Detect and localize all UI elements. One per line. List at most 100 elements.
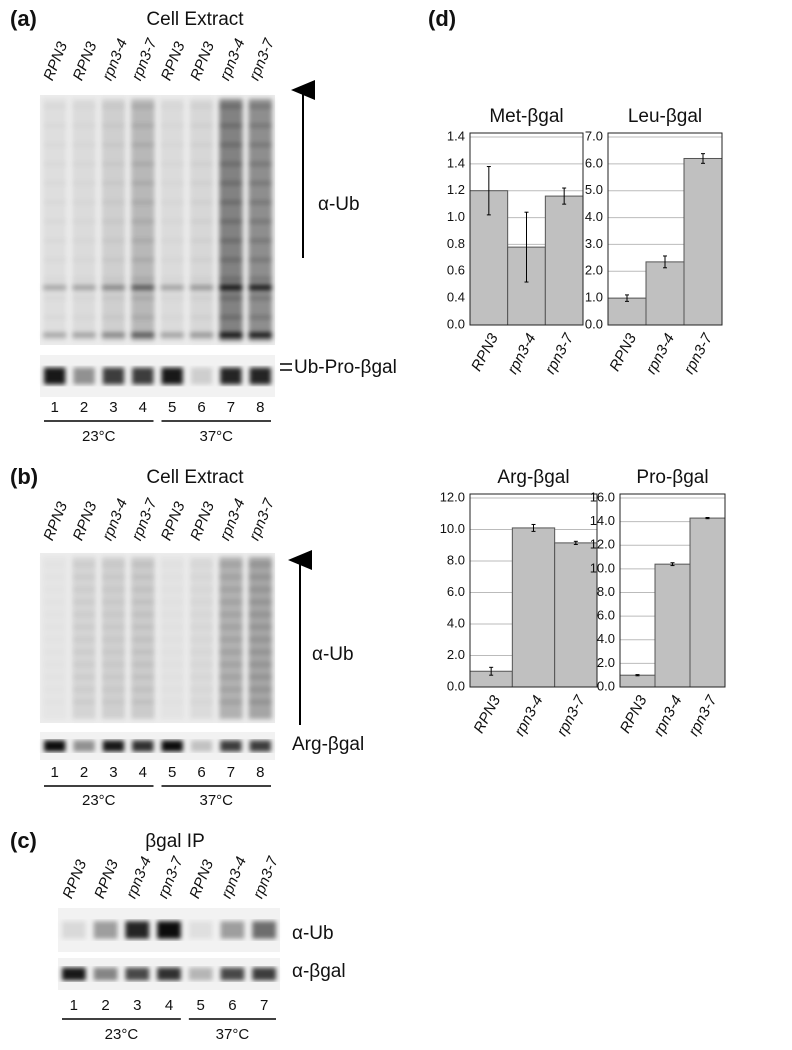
smear-band (101, 563, 126, 566)
smear-band (43, 588, 66, 591)
smear-band (160, 162, 184, 166)
smear-band (131, 277, 155, 281)
lane-smear (160, 557, 184, 719)
lane-number: 8 (256, 764, 264, 781)
smear-band (219, 162, 243, 166)
x-tick-label: rpn3-7 (681, 330, 717, 377)
smear-band (101, 143, 126, 147)
lane-label: rpn3-4 (217, 496, 249, 543)
panel-label: (d) (428, 6, 456, 31)
bar (654, 563, 691, 688)
smear-band (43, 576, 66, 579)
smear-band (248, 220, 272, 223)
smear-band (189, 675, 214, 679)
y-tick-label: 1.0 (585, 290, 603, 305)
blot-band (93, 967, 118, 981)
y-tick-label: 0.4 (447, 290, 465, 305)
y-tick-label: 12.0 (590, 537, 615, 552)
smear-band (101, 162, 126, 166)
y-tick-label: 3.0 (585, 236, 603, 251)
smear-band (131, 258, 155, 262)
lane-label: rpn3-4 (99, 496, 131, 543)
lane-label: RPN3 (70, 39, 101, 83)
blot-band (73, 740, 95, 752)
lane-number: 8 (256, 399, 264, 416)
lane-label: rpn3-4 (99, 36, 131, 83)
smear-band (131, 688, 155, 691)
lane-number: 4 (139, 399, 147, 416)
error-bar (663, 255, 667, 269)
chart-title: Met-βgal (489, 106, 563, 127)
chart-title: Pro-βgal (636, 467, 708, 488)
smear-band (189, 663, 214, 666)
smear-band (248, 296, 272, 300)
blot-band (157, 921, 181, 939)
smear-band (189, 220, 214, 223)
y-tick-label: 2.0 (597, 655, 615, 670)
error-bar (625, 294, 629, 302)
lane-label: RPN3 (187, 499, 218, 543)
smear-band (248, 200, 272, 204)
smear-band (248, 181, 272, 185)
blot-band (102, 367, 125, 385)
smear-band (101, 638, 126, 641)
lane-smear (43, 99, 67, 341)
blot-band (219, 332, 243, 338)
blot-band (188, 921, 213, 939)
smear-band (72, 688, 96, 691)
bar (544, 195, 584, 326)
smear-band (43, 316, 66, 319)
smear-band (101, 105, 126, 108)
antibody-label: α-Ub (318, 194, 360, 215)
smear-band (248, 162, 272, 166)
lane-label: RPN3 (91, 857, 122, 901)
blot-band (190, 740, 213, 752)
blot-band (157, 967, 181, 981)
smear-band (72, 650, 96, 654)
error-bar (486, 166, 491, 216)
smear-band (248, 613, 272, 616)
smear-band (131, 105, 155, 108)
blot-band (249, 367, 271, 385)
y-tick-label: 4.0 (585, 209, 603, 224)
smear-band (219, 563, 243, 566)
smear-band (248, 277, 272, 281)
smear-band (131, 613, 155, 616)
smear-band (189, 124, 214, 128)
lane-label: RPN3 (59, 857, 90, 901)
blot (62, 921, 276, 939)
smear-band (219, 143, 243, 147)
error-bar (635, 674, 640, 677)
smear-band (72, 638, 96, 641)
smear-band (248, 588, 272, 591)
smear-band (248, 124, 272, 128)
smear-band (189, 162, 214, 166)
blot-band (72, 285, 96, 290)
smear-band (72, 143, 96, 147)
x-tick-label: rpn3-4 (504, 331, 539, 377)
blot-band (161, 367, 183, 385)
lane-label: rpn3-7 (155, 854, 187, 901)
blot-band (190, 367, 213, 385)
smear-band (219, 105, 243, 108)
smear-band (72, 315, 96, 319)
smear-band (189, 600, 214, 604)
lane-number: 5 (168, 764, 176, 781)
smear-band (72, 588, 96, 591)
smear-band (161, 688, 184, 691)
smear-band (219, 650, 243, 654)
error-bar (531, 523, 536, 532)
smear-band (189, 638, 214, 641)
smear-band (43, 688, 66, 691)
smear-band (72, 258, 96, 262)
smear-band (219, 181, 243, 185)
lane-label: RPN3 (186, 857, 217, 901)
smear-band (219, 277, 243, 281)
smear-band (248, 258, 272, 262)
blot-band (220, 967, 245, 981)
lane-number: 7 (227, 764, 235, 781)
smear-band (189, 700, 214, 704)
smear-band (189, 239, 214, 243)
smear-band (248, 700, 272, 704)
blot-band (44, 367, 66, 385)
